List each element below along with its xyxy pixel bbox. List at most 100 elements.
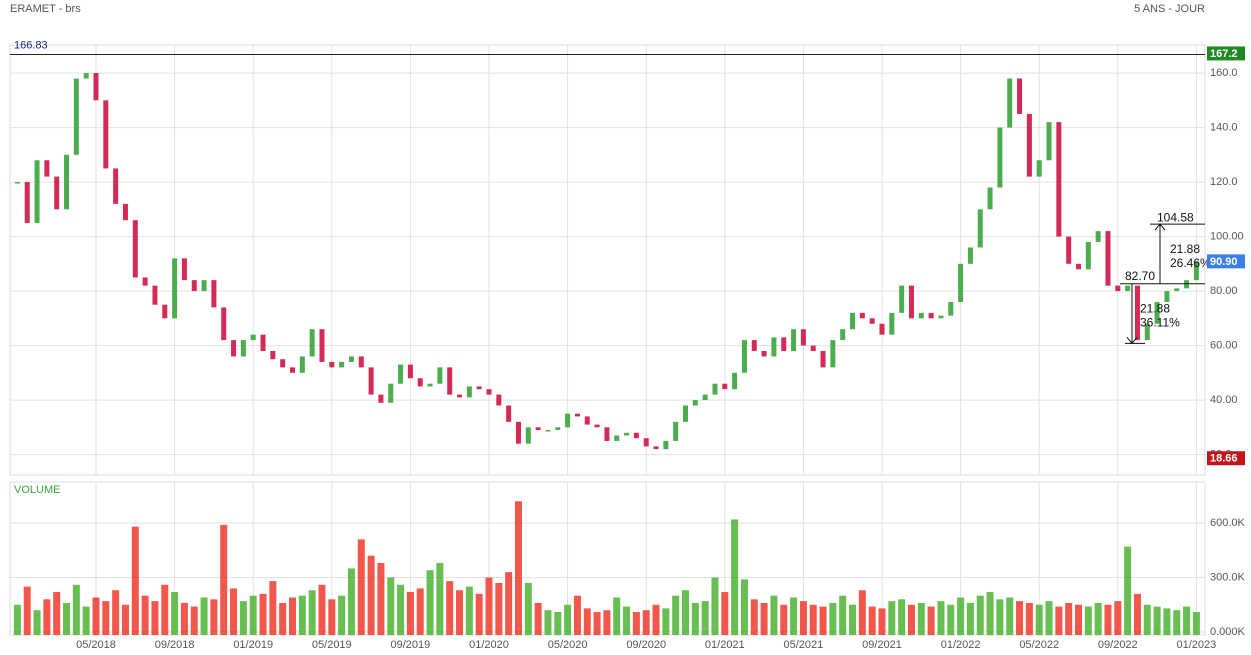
candle xyxy=(584,416,590,425)
volume-bar xyxy=(200,597,208,635)
candle xyxy=(908,285,914,319)
volume-bar xyxy=(583,608,591,635)
chart-title: ERAMET - brs xyxy=(10,3,81,15)
volume-bar xyxy=(878,608,886,635)
price-panel xyxy=(9,44,1206,476)
candle xyxy=(869,318,875,324)
volume-bar xyxy=(161,584,169,635)
candle xyxy=(565,413,571,428)
volume-bar xyxy=(1143,604,1151,635)
candle xyxy=(1076,263,1081,270)
candle xyxy=(93,73,99,101)
candle xyxy=(122,203,128,221)
volume-bar xyxy=(1183,606,1191,635)
volume-bar xyxy=(1133,593,1141,635)
volume-bar xyxy=(711,577,719,635)
candle xyxy=(152,285,158,305)
volume-bar xyxy=(367,555,375,635)
candle xyxy=(761,351,767,357)
candle xyxy=(319,329,325,362)
y-tick-label: 100.00 xyxy=(1210,230,1244,242)
volume-bar xyxy=(691,602,699,635)
candle xyxy=(525,427,531,444)
candle xyxy=(1134,285,1140,341)
volume-bar xyxy=(1084,606,1092,635)
candle xyxy=(113,168,119,204)
volume-bar xyxy=(239,601,247,635)
volume-bar xyxy=(632,612,640,635)
volume-bar xyxy=(298,595,306,635)
candle xyxy=(103,100,109,169)
candle xyxy=(928,312,934,319)
volume-bar xyxy=(1173,610,1181,635)
volume-bar xyxy=(750,599,758,635)
period-label: 5 ANS - JOUR xyxy=(1134,3,1205,15)
candle xyxy=(309,329,315,357)
volume-bar xyxy=(839,595,847,635)
volume-bar xyxy=(731,519,739,635)
volume-bar xyxy=(171,592,179,635)
volume-bar xyxy=(721,592,729,635)
volume-bar xyxy=(544,610,552,635)
candle xyxy=(34,160,40,223)
candle xyxy=(280,359,286,368)
volume-bar xyxy=(505,572,513,635)
candle xyxy=(299,356,305,373)
volume-bar xyxy=(829,602,837,635)
volume-bar xyxy=(1065,602,1073,635)
candle xyxy=(781,337,787,352)
volume-bar xyxy=(308,590,316,635)
volume-bar xyxy=(357,539,365,635)
x-tick-label: 05/2021 xyxy=(784,639,824,651)
candle xyxy=(447,367,453,395)
candle xyxy=(702,394,708,401)
candle xyxy=(211,280,217,308)
y-tick-label: 160.0 xyxy=(1210,67,1238,79)
candle xyxy=(240,340,246,357)
candle xyxy=(1036,160,1042,177)
candle xyxy=(938,315,944,319)
candle xyxy=(948,301,954,316)
candle xyxy=(1046,122,1052,161)
candle xyxy=(486,389,492,395)
candle xyxy=(633,432,639,439)
volume-bar xyxy=(53,592,61,635)
volume-bar xyxy=(1016,601,1024,635)
volume-bar xyxy=(809,604,817,635)
candle xyxy=(840,329,846,341)
candle xyxy=(653,446,659,450)
price-badge-label: 90.90 xyxy=(1210,256,1238,268)
x-tick-label: 01/2019 xyxy=(233,639,273,651)
volume-bar xyxy=(888,601,896,635)
candle xyxy=(1164,291,1170,302)
volume-bar xyxy=(180,602,188,635)
volume-bar xyxy=(554,612,562,635)
candle xyxy=(24,182,30,223)
candle xyxy=(290,367,295,373)
candle xyxy=(1066,236,1072,264)
candle xyxy=(771,337,777,357)
volume-bar xyxy=(446,581,454,635)
volume-bar xyxy=(210,599,218,635)
volume-bar xyxy=(1055,606,1063,635)
measure-change: 21.88 xyxy=(1140,302,1170,316)
volume-bar xyxy=(682,590,689,635)
candle xyxy=(1193,261,1199,281)
candle xyxy=(388,383,394,403)
candle xyxy=(643,438,649,447)
volume-tick-label: 0.000K xyxy=(1210,626,1246,638)
candle xyxy=(683,405,688,422)
candle xyxy=(732,372,738,390)
candle xyxy=(1174,288,1180,292)
candle xyxy=(967,247,973,264)
price-badge-label: 18.66 xyxy=(1210,453,1238,465)
volume-bar xyxy=(986,592,994,635)
volume-bar xyxy=(33,610,41,635)
volume-bar xyxy=(190,606,198,635)
x-tick-label: 05/2020 xyxy=(548,639,588,651)
volume-bar xyxy=(534,602,542,635)
volume-bar xyxy=(799,601,807,635)
volume-bar xyxy=(623,606,631,635)
volume-bar xyxy=(475,593,483,635)
y-tick-label: 80.00 xyxy=(1210,285,1238,297)
